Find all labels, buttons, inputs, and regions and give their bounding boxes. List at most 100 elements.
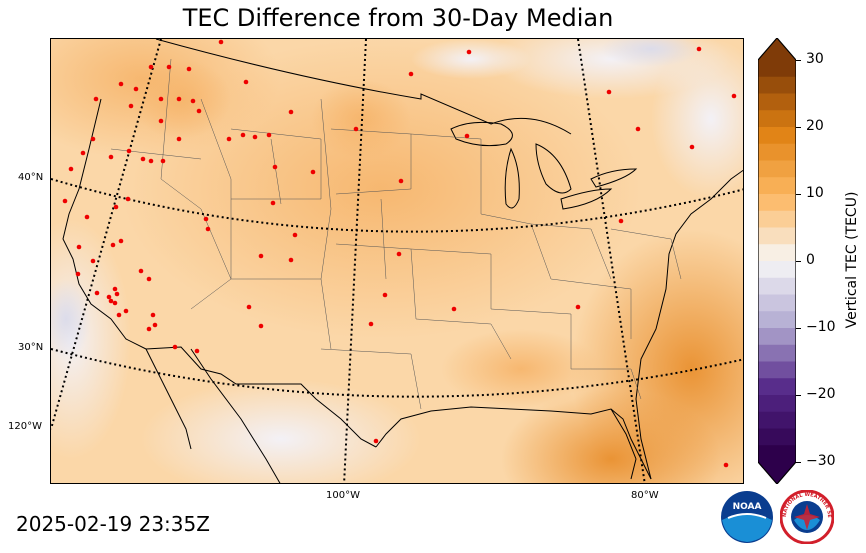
station-marker bbox=[288, 109, 294, 115]
station-marker bbox=[272, 164, 278, 170]
timestamp: 2025-02-19 23:35Z bbox=[16, 512, 210, 536]
colorbar-level bbox=[758, 361, 796, 379]
station-marker bbox=[353, 126, 359, 132]
colorbar-level bbox=[758, 261, 796, 279]
station-marker bbox=[62, 198, 68, 204]
noaa-logo-text: NOAA bbox=[733, 502, 762, 512]
chart-title: TEC Difference from 30-Day Median bbox=[182, 4, 614, 32]
colorbar-level bbox=[758, 160, 796, 178]
station-marker bbox=[243, 79, 249, 85]
colorbar-level bbox=[758, 445, 796, 463]
colorbar-tick bbox=[796, 327, 801, 329]
station-marker bbox=[160, 158, 166, 164]
station-marker bbox=[190, 98, 196, 104]
colorbar-level bbox=[758, 244, 796, 262]
station-marker bbox=[123, 308, 129, 314]
station-marker bbox=[75, 271, 81, 277]
colorbar-tick-label: 30 bbox=[806, 51, 824, 67]
station-marker bbox=[408, 71, 414, 77]
colorbar-tick-label: 10 bbox=[806, 185, 824, 201]
station-marker bbox=[140, 156, 146, 162]
station-marker bbox=[148, 158, 154, 164]
station-marker bbox=[133, 86, 139, 92]
colorbar-level bbox=[758, 93, 796, 111]
station-marker bbox=[731, 93, 737, 99]
colorbar-tick-label: −30 bbox=[806, 453, 836, 469]
colorbar-level bbox=[758, 395, 796, 413]
lat-label-30n: 30°N bbox=[18, 342, 44, 353]
colorbar-level bbox=[758, 294, 796, 312]
station-marker bbox=[696, 46, 702, 52]
station-marker bbox=[90, 258, 96, 264]
station-marker bbox=[373, 438, 379, 444]
station-marker bbox=[148, 64, 154, 70]
station-marker bbox=[152, 322, 158, 328]
lat-label-40n: 40°N bbox=[18, 172, 44, 183]
station-marker bbox=[382, 292, 388, 298]
station-marker bbox=[723, 462, 729, 468]
colorbar-level bbox=[758, 428, 796, 446]
station-marker bbox=[218, 39, 224, 45]
station-marker bbox=[194, 348, 200, 354]
gnss-stations bbox=[62, 39, 737, 468]
colorbar-tick bbox=[796, 260, 801, 262]
station-marker bbox=[266, 132, 272, 138]
colorbar-tick-label: −10 bbox=[806, 319, 836, 335]
colorbar-tick bbox=[796, 59, 801, 61]
station-marker bbox=[118, 238, 124, 244]
station-marker bbox=[288, 257, 294, 263]
station-marker bbox=[186, 66, 192, 72]
lon-label-80w: 80°W bbox=[631, 490, 659, 501]
station-marker bbox=[118, 81, 124, 87]
lon-label-100w: 100°W bbox=[326, 490, 360, 501]
station-marker bbox=[125, 196, 131, 202]
colorbar-label: Vertical TEC (TECU) bbox=[844, 191, 860, 329]
station-marker bbox=[196, 108, 202, 114]
station-marker bbox=[150, 312, 156, 318]
colorbar-level bbox=[758, 277, 796, 295]
colorbar-tick-label: −20 bbox=[806, 386, 836, 402]
colorbar-level bbox=[758, 411, 796, 429]
station-marker bbox=[80, 150, 86, 156]
colorbar-min-arrow bbox=[758, 462, 796, 484]
station-marker bbox=[226, 136, 232, 142]
colorbar-tick bbox=[796, 126, 801, 128]
station-marker bbox=[176, 136, 182, 142]
station-marker bbox=[205, 226, 211, 232]
station-marker bbox=[146, 326, 152, 332]
station-marker bbox=[68, 166, 74, 172]
station-marker bbox=[116, 312, 122, 318]
station-marker bbox=[368, 321, 374, 327]
station-marker bbox=[464, 133, 470, 139]
nws-logo: NATIONAL WEATHER SERVICE bbox=[778, 486, 835, 548]
station-marker bbox=[126, 148, 132, 154]
noaa-logo: NOAA bbox=[720, 490, 774, 548]
station-marker bbox=[575, 304, 581, 310]
colorbar-tick bbox=[796, 461, 801, 463]
colorbar-level bbox=[758, 227, 796, 245]
station-marker bbox=[172, 344, 178, 350]
colorbar-tick bbox=[796, 394, 801, 396]
station-marker bbox=[108, 154, 114, 160]
station-marker bbox=[451, 306, 457, 312]
station-marker bbox=[76, 244, 82, 250]
colorbar-scale bbox=[757, 37, 797, 485]
station-marker bbox=[106, 294, 112, 300]
station-marker bbox=[93, 96, 99, 102]
station-marker bbox=[158, 96, 164, 102]
station-marker bbox=[398, 178, 404, 184]
station-marker bbox=[240, 132, 246, 138]
station-marker bbox=[94, 290, 100, 296]
station-marker bbox=[258, 323, 264, 329]
colorbar-max-arrow bbox=[758, 38, 796, 60]
station-marker bbox=[113, 204, 119, 210]
graticule bbox=[51, 39, 743, 483]
station-marker bbox=[112, 286, 118, 292]
station-marker bbox=[689, 144, 695, 150]
colorbar bbox=[757, 37, 797, 485]
colorbar-level bbox=[758, 194, 796, 212]
station-marker bbox=[292, 232, 298, 238]
station-marker bbox=[258, 253, 264, 259]
colorbar-level bbox=[758, 60, 796, 78]
station-marker bbox=[114, 291, 120, 297]
